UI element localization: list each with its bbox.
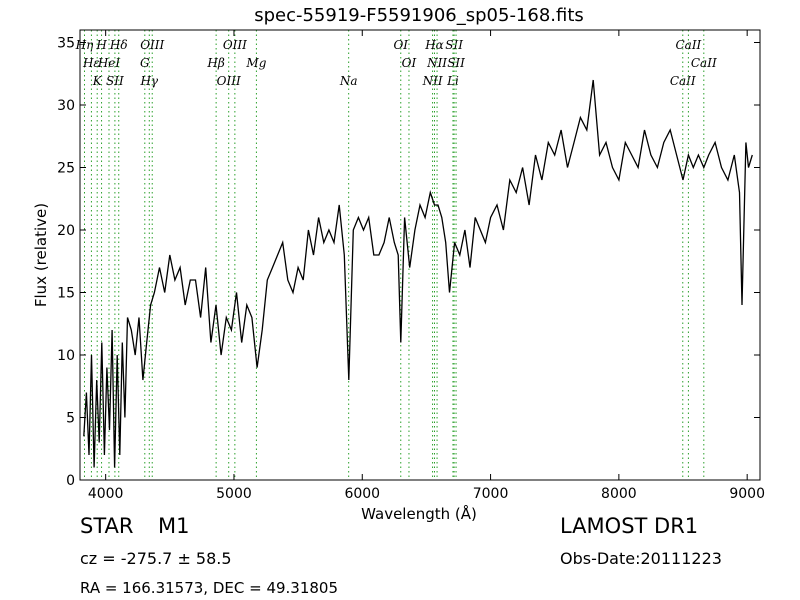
- spectral-line-label: G: [140, 56, 150, 70]
- spectral-line-label: NII: [422, 74, 443, 88]
- spectral-line-label: Hγ: [139, 74, 158, 88]
- spectral-line-label: CaII: [670, 74, 696, 88]
- y-tick-label: 25: [57, 161, 75, 177]
- class-label: STAR: [80, 514, 134, 538]
- x-tick-label: 9000: [729, 486, 765, 502]
- x-tick-label: 6000: [344, 486, 380, 502]
- x-tick-label: 5000: [216, 486, 252, 502]
- spectral-line-label: SII: [445, 38, 463, 52]
- spectrum-series-line: [83, 79, 753, 468]
- spectral-line-label: K: [92, 74, 103, 88]
- spectral-line-label: SII: [447, 56, 465, 70]
- y-axis-label: Flux (relative): [32, 202, 50, 308]
- y-tick-label: 30: [57, 98, 75, 114]
- spectral-line-label: Hε: [82, 56, 100, 70]
- survey-label: LAMOST DR1: [560, 514, 699, 538]
- chart-title: spec-55919-F5591906_sp05-168.fits: [254, 5, 584, 26]
- y-tick-label: 20: [57, 223, 75, 239]
- spectral-line-label: Na: [339, 74, 358, 88]
- spectral-line-label: OI: [402, 56, 417, 70]
- spectral-line-label: Hδ: [109, 38, 128, 52]
- spectral-line-label: OIII: [140, 38, 164, 52]
- coordinates-label: RA = 166.31573, DEC = 49.31805: [80, 579, 339, 597]
- spectral-line-label: CaII: [691, 56, 717, 70]
- spectral-line-label: CaII: [675, 38, 701, 52]
- spectral-line-label: OIII: [223, 38, 247, 52]
- x-tick-label: 4000: [88, 486, 124, 502]
- spectral-line-label: SII: [106, 74, 124, 88]
- plot-frame: [79, 29, 761, 481]
- spectral-line-label: HeI: [97, 56, 121, 70]
- spectral-line-label: H: [95, 38, 107, 52]
- obs-date-label: Obs-Date:20111223: [560, 549, 722, 568]
- spectral-line-label: Mg: [245, 56, 266, 70]
- subclass-label: M1: [158, 514, 190, 538]
- x-axis-label: Wavelength (Å): [361, 505, 477, 523]
- spectral-line-label: Hα: [424, 38, 444, 52]
- spectral-line-label: NII: [426, 56, 447, 70]
- spectral-line-label: OIII: [217, 74, 241, 88]
- redshift-label: cz = -275.7 ± 58.5: [80, 549, 232, 568]
- spectral-line-label: Li: [446, 74, 459, 88]
- x-tick-label: 8000: [601, 486, 637, 502]
- y-tick-label: 15: [57, 286, 75, 302]
- y-tick-label: 0: [66, 473, 75, 489]
- y-tick-label: 35: [57, 36, 75, 52]
- spectral-line-label: Hβ: [206, 56, 224, 70]
- x-tick-label: 7000: [473, 486, 509, 502]
- y-tick-label: 5: [66, 411, 75, 427]
- spectral-line-label: OI: [393, 38, 408, 52]
- y-tick-label: 10: [57, 348, 75, 364]
